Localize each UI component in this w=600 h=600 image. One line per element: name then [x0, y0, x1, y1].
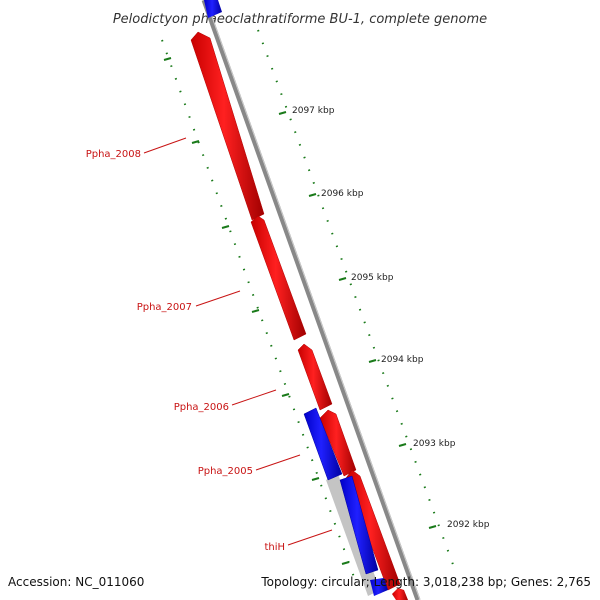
tick-mark — [278, 111, 287, 115]
genome-summary: Topology: circular; Length: 3,018,238 bp… — [260, 575, 591, 589]
tick-mark — [191, 140, 200, 144]
tick-mark — [338, 277, 347, 281]
backbone-highlight — [205, 0, 421, 600]
ruler-ticks — [163, 57, 437, 565]
leader-line — [195, 290, 241, 307]
gene-label: thiH — [264, 542, 285, 553]
ruler-dots-outer — [257, 29, 456, 571]
gene-label: Ppha_2008 — [86, 149, 141, 160]
gene-label: Ppha_2007 — [137, 302, 192, 313]
map-title: Pelodictyon phaeoclathratiforme BU-1, co… — [113, 12, 487, 27]
tick-mark — [398, 443, 407, 447]
tick-mark — [251, 309, 260, 313]
gene-label: Ppha_2006 — [174, 402, 229, 413]
tick-mark — [221, 225, 230, 229]
tick-label: 2097 kbp — [292, 106, 335, 116]
ruler-dots-inner — [161, 39, 356, 581]
reverse-genes — [204, 0, 388, 596]
gene-arrow-ppha-2005 — [319, 409, 357, 477]
gene-arrow-ppha-2006 — [297, 343, 333, 411]
tick-mark — [163, 57, 172, 61]
label-leaders — [143, 137, 333, 546]
gene-arrow-ppha-2007 — [250, 215, 307, 341]
gene-label: Ppha_2005 — [198, 466, 253, 477]
gene-arrow-bottom — [392, 588, 408, 600]
tick-label: 2096 kbp — [321, 189, 364, 199]
tick-label: 2095 kbp — [351, 273, 394, 283]
tick-mark — [341, 561, 350, 565]
outer-ruler — [257, 29, 456, 571]
tick-label: 2093 kbp — [413, 439, 456, 449]
gene-arrow-blue-mid — [303, 407, 343, 481]
gene-arrow-thih — [345, 469, 401, 591]
forward-genes — [190, 31, 408, 600]
tick-mark — [281, 393, 290, 397]
backbone — [201, 0, 421, 600]
gene-arrow-ppha-2008 — [190, 31, 265, 221]
tick-mark — [428, 525, 437, 529]
leader-line — [143, 137, 187, 154]
tick-label: 2092 kbp — [447, 520, 490, 530]
gene-arrow-blue-top — [204, 0, 222, 18]
backbone-line — [201, 0, 421, 600]
inner-ruler — [161, 39, 356, 581]
tick-mark — [308, 193, 317, 197]
gene-labels: Ppha_2008 Ppha_2007 Ppha_2006 Ppha_2005 … — [86, 149, 285, 553]
gene-arrow-blue-bottom-2 — [370, 578, 388, 596]
gene-arrow-blue-bottom — [339, 475, 379, 575]
accession-text: Accession: NC_011060 — [8, 575, 144, 589]
tick-labels: 2097 kbp 2096 kbp 2095 kbp 2094 kbp 2093… — [292, 106, 490, 530]
tick-mark — [368, 359, 377, 363]
leader-line — [255, 454, 301, 471]
leader-line — [287, 529, 333, 546]
tick-label: 2094 kbp — [381, 355, 424, 365]
tick-mark — [311, 477, 320, 481]
leader-line — [231, 389, 277, 406]
